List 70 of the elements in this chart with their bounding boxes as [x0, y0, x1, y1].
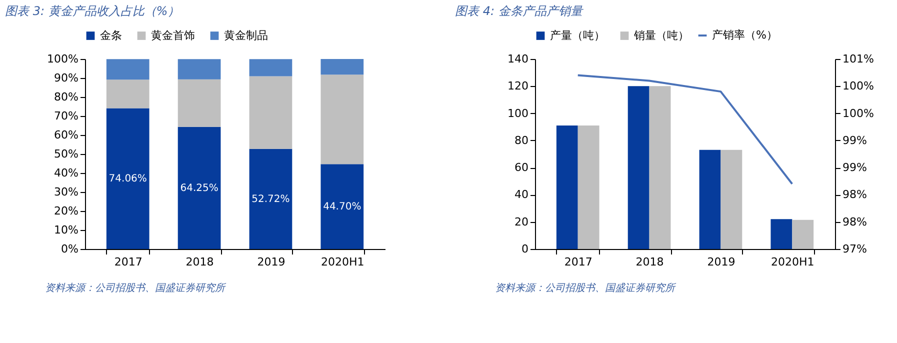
y-tick-label: 0 — [522, 242, 528, 256]
legend-label: 黄金制品 — [224, 28, 268, 42]
bar — [249, 59, 292, 76]
x-tick-label: 2018 — [186, 256, 214, 268]
legend-label: 金条 — [100, 28, 122, 42]
text: 资料来源：公司招股书、国盛证券研究所 — [45, 282, 227, 294]
bar — [792, 220, 814, 249]
y-tick-label: 90% — [54, 72, 78, 84]
x-tick-label: 2020H1 — [321, 256, 364, 268]
bar — [320, 59, 364, 75]
chart-title: 图表 3: 黄金产品收入占比（%） — [5, 4, 180, 18]
legend-label: 销量（吨） — [633, 28, 689, 42]
y-tick-label: 20 — [514, 215, 528, 228]
bar — [770, 219, 792, 249]
bar — [649, 86, 671, 249]
y-tick-label: 80 — [514, 134, 528, 147]
x-tick-label: 2018 — [636, 256, 664, 268]
bar — [178, 59, 221, 80]
y-tick-label: 0% — [61, 242, 78, 256]
y2-tick-label: 99% — [842, 134, 867, 147]
y-tick-label: 30% — [54, 186, 78, 198]
x-tick-label: 2019 — [257, 256, 286, 268]
y-tick-label: 70% — [54, 110, 78, 122]
legend-label: 产销率（%） — [712, 28, 778, 42]
data-label: 74.06% — [108, 174, 147, 185]
y2-tick-label: 98% — [842, 188, 867, 202]
y2-tick-label: 100% — [842, 80, 874, 93]
y2-tick-label: 97% — [842, 242, 867, 256]
y-tick-label: 140 — [508, 52, 528, 66]
bar — [628, 86, 650, 249]
y2-tick-label: 99% — [842, 161, 867, 174]
bar — [249, 76, 292, 149]
bar — [249, 148, 292, 249]
legend-label: 黄金首饰 — [151, 28, 195, 42]
bar — [320, 164, 364, 249]
y-tick-label: 50% — [54, 148, 78, 160]
y-tick-label: 120 — [508, 80, 528, 93]
bar — [720, 150, 742, 249]
y-tick-label: 10% — [54, 224, 78, 236]
bar — [106, 80, 150, 108]
bar — [578, 126, 600, 249]
bar — [178, 79, 221, 127]
bar — [556, 126, 578, 249]
line-series — [576, 74, 794, 185]
y-tick-label: 20% — [54, 204, 78, 218]
bar — [106, 108, 150, 249]
bar — [320, 74, 364, 164]
bar — [106, 59, 150, 80]
x-tick-label: 2020H1 — [771, 256, 814, 268]
y2-tick-label: 100% — [842, 106, 874, 120]
y2-tick-label: 101% — [842, 52, 874, 66]
data-label: 52.72% — [252, 194, 290, 205]
x-tick-label: 2017 — [114, 256, 142, 268]
y-tick-label: 40% — [54, 166, 78, 180]
text: 资料来源：公司招股书、国盛证券研究所 — [495, 282, 677, 294]
bar — [699, 150, 721, 249]
legend-label: 产量（吨） — [550, 28, 605, 42]
y-tick-label: 60 — [514, 161, 528, 174]
bar — [178, 126, 221, 249]
x-tick-label: 2017 — [564, 256, 592, 268]
x-tick-label: 2019 — [707, 256, 736, 268]
y-tick-label: 100 — [508, 106, 528, 120]
data-label: 64.25% — [180, 182, 218, 194]
chart-title: 图表 4: 金条产品产销量 — [455, 4, 584, 18]
y-tick-label: 60% — [54, 128, 78, 142]
y2-tick-label: 98% — [842, 215, 867, 228]
y-tick-label: 100% — [47, 52, 78, 66]
data-label: 44.70% — [323, 202, 362, 213]
y-tick-label: 80% — [54, 90, 78, 104]
y-tick-label: 40 — [514, 188, 528, 202]
